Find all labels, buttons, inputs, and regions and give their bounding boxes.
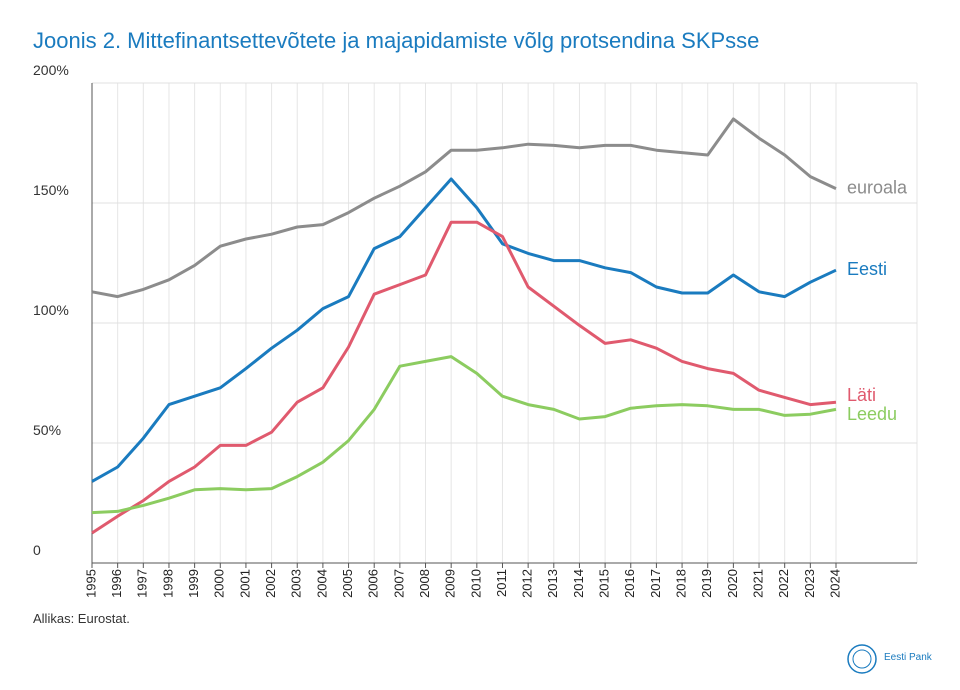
- x-tick-label: 2005: [340, 569, 355, 598]
- x-tick-label: 2006: [366, 569, 381, 598]
- x-tick-label: 1998: [160, 569, 175, 598]
- x-tick-label: 2000: [212, 569, 227, 598]
- x-tick-label: 2004: [314, 569, 329, 598]
- x-tick-label: 1997: [135, 569, 150, 598]
- x-tick-label: 2010: [468, 569, 483, 598]
- x-tick-label: 1999: [186, 569, 201, 598]
- line-series: [91, 117, 837, 299]
- y-tick-label: 200%: [33, 62, 69, 78]
- x-tick-label: 2020: [725, 569, 740, 598]
- y-tick-label: 0: [33, 542, 41, 558]
- line-series: [91, 220, 837, 535]
- x-tick-label: 2018: [674, 569, 689, 598]
- x-tick-label: 2021: [750, 569, 765, 598]
- x-tick-label: 2024: [827, 569, 842, 598]
- line-series: [91, 355, 837, 515]
- series-label: Eesti: [847, 259, 887, 279]
- x-tick-label: 2007: [391, 569, 406, 598]
- x-tick-label: 2009: [443, 569, 458, 598]
- series-label: euroala: [847, 177, 908, 197]
- logo-emblem-inner: [852, 649, 872, 669]
- x-tick-label: 2016: [622, 569, 637, 598]
- x-tick-label: 2001: [237, 569, 252, 598]
- x-tick-label: 2013: [545, 569, 560, 598]
- y-tick-label: 100%: [33, 302, 69, 318]
- series-label: Läti: [847, 385, 876, 405]
- x-tick-label: 2015: [597, 569, 612, 598]
- logo-text: Eesti Pank: [884, 652, 933, 663]
- x-tick-label: 2017: [648, 569, 663, 598]
- y-tick-label: 150%: [33, 182, 69, 198]
- x-tick-label: 1996: [109, 569, 124, 598]
- x-tick-label: 2003: [289, 569, 304, 598]
- x-tick-label: 2019: [699, 569, 714, 598]
- y-tick-label: 50%: [33, 422, 61, 438]
- source: Allikas: Eurostat.: [33, 611, 130, 626]
- x-tick-label: 2008: [417, 569, 432, 598]
- x-tick-label: 2014: [571, 569, 586, 598]
- x-tick-label: 1995: [83, 569, 98, 598]
- series-label: Leedu: [847, 404, 897, 424]
- logo-emblem: [847, 644, 877, 674]
- x-tick-label: 2023: [802, 569, 817, 598]
- x-tick-label: 2002: [263, 569, 278, 598]
- chart-title: Joonis 2. Mittefinantsettevõtete ja maja…: [33, 28, 759, 53]
- logo: Eesti Pank: [847, 644, 933, 674]
- x-tick-label: 2012: [520, 569, 535, 598]
- x-tick-label: 2011: [494, 569, 509, 597]
- line-series: [91, 177, 837, 483]
- x-tick-label: 2022: [776, 569, 791, 598]
